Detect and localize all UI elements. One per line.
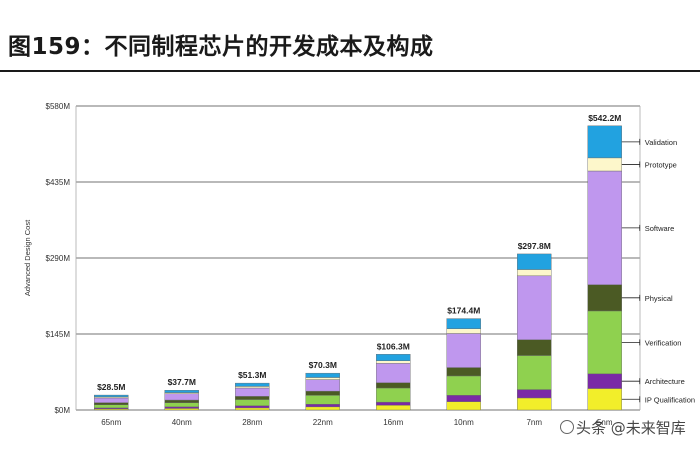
bar-segment-architecture xyxy=(305,404,340,408)
bar-total-label: $297.8M xyxy=(518,241,551,251)
bar-segment-validation xyxy=(376,354,411,361)
y-axis-title: Advanced Design Cost xyxy=(23,219,32,296)
bar-segment-physical xyxy=(446,367,481,377)
bar-segment-validation xyxy=(164,390,199,393)
bar-total-label: $37.7M xyxy=(168,377,196,387)
camera-icon xyxy=(560,420,574,434)
bar-segment-validation xyxy=(94,394,129,398)
bar-segment-verification xyxy=(446,375,481,396)
bar-segment-architecture xyxy=(235,405,270,409)
bar-segment-validation xyxy=(587,125,622,159)
bar-segment-software xyxy=(376,363,411,383)
bar-segment-validation xyxy=(446,318,481,329)
bar-segment-verification xyxy=(517,355,552,390)
bar-segment-verification xyxy=(376,387,411,403)
legend-label: Physical xyxy=(645,294,673,303)
bar-segment-software xyxy=(164,393,199,401)
bar-total-label: $106.3M xyxy=(377,341,410,351)
bar-segment-ip_qualification xyxy=(517,397,552,411)
bar-segment-validation xyxy=(305,372,340,378)
bar-segment-physical xyxy=(376,382,411,389)
bar-segment-software xyxy=(305,379,340,392)
bar-segment-prototype xyxy=(376,360,411,364)
bar-segment-physical xyxy=(94,402,129,405)
bar-segment-verification xyxy=(235,399,270,407)
x-tick-label: 5nm xyxy=(597,418,613,427)
bar-segment-software xyxy=(587,170,622,285)
bar-total-label: $51.3M xyxy=(238,370,266,380)
bar-segment-software xyxy=(446,333,481,368)
bar-total-label: $542.2M xyxy=(588,113,621,123)
legend-label: Validation xyxy=(645,138,677,147)
x-tick-label: 22nm xyxy=(313,418,333,427)
watermark-text: 头条 @未来智库 xyxy=(576,419,686,437)
legend-label: Software xyxy=(645,224,675,233)
y-tick-label: $290M xyxy=(46,254,71,263)
bar-segment-software xyxy=(235,387,270,397)
stacked-bar-chart: $0M $145M $290M $435M $580M Advanced Design C… xyxy=(23,102,695,427)
legend-label: Prototype xyxy=(645,160,677,169)
x-tick-label: 10nm xyxy=(454,418,474,427)
bar-segment-prototype xyxy=(517,269,552,277)
y-tick-label: $580M xyxy=(46,102,71,111)
legend-label: Verification xyxy=(645,338,682,347)
bar-segment-ip_qualification xyxy=(164,408,199,411)
bar-total-label: $174.4M xyxy=(447,306,480,316)
bar-segment-physical xyxy=(305,390,340,396)
x-tick-label: 40nm xyxy=(172,418,192,427)
bar-segment-architecture xyxy=(587,373,622,389)
bar-segment-software xyxy=(517,275,552,340)
x-tick-label: 28nm xyxy=(242,418,262,427)
bar-total-label: $70.3M xyxy=(309,360,337,370)
bar-segment-ip_qualification xyxy=(376,405,411,411)
bar-segment-prototype xyxy=(235,386,270,389)
y-tick-label: $0M xyxy=(54,406,70,415)
bar-segment-physical xyxy=(164,399,199,403)
bar-segment-verification xyxy=(587,310,622,375)
bar-total-label: $28.5M xyxy=(97,382,125,392)
bar-segment-validation xyxy=(235,382,270,387)
watermark: 头条 @未来智库 xyxy=(558,417,686,438)
y-tick-label: $145M xyxy=(46,330,71,339)
bar-segment-software xyxy=(94,397,129,403)
bar-segment-physical xyxy=(235,396,270,400)
bar-segment-ip_qualification xyxy=(587,388,622,411)
bar-segment-verification xyxy=(164,402,199,408)
bar-segment-ip_qualification xyxy=(235,407,270,411)
x-tick-label: 7nm xyxy=(526,418,542,427)
y-tick-label: $435M xyxy=(46,178,71,187)
bar-segment-architecture xyxy=(446,395,481,402)
bar-segment-prototype xyxy=(305,377,340,380)
bar-segment-physical xyxy=(517,339,552,356)
bar-segment-architecture xyxy=(164,406,199,409)
bar-segment-verification xyxy=(305,395,340,405)
bar-segment-architecture xyxy=(376,401,411,406)
x-tick-label: 16nm xyxy=(383,418,403,427)
title-divider xyxy=(0,70,700,72)
legend-label: Architecture xyxy=(645,377,685,386)
x-tick-label: 65nm xyxy=(101,418,121,427)
bar-segment-physical xyxy=(587,284,622,312)
legend-label: IP Qualification xyxy=(645,395,695,404)
bar-segment-ip_qualification xyxy=(446,401,481,411)
bar-segment-prototype xyxy=(446,328,481,334)
page-title: 图159：不同制程芯片的开发成本及构成 xyxy=(8,34,434,60)
bar-segment-ip_qualification xyxy=(305,406,340,411)
bar-segment-prototype xyxy=(587,157,622,172)
bar-segment-validation xyxy=(517,253,552,270)
bar-segment-verification xyxy=(94,404,129,409)
bar-segment-architecture xyxy=(517,389,552,399)
